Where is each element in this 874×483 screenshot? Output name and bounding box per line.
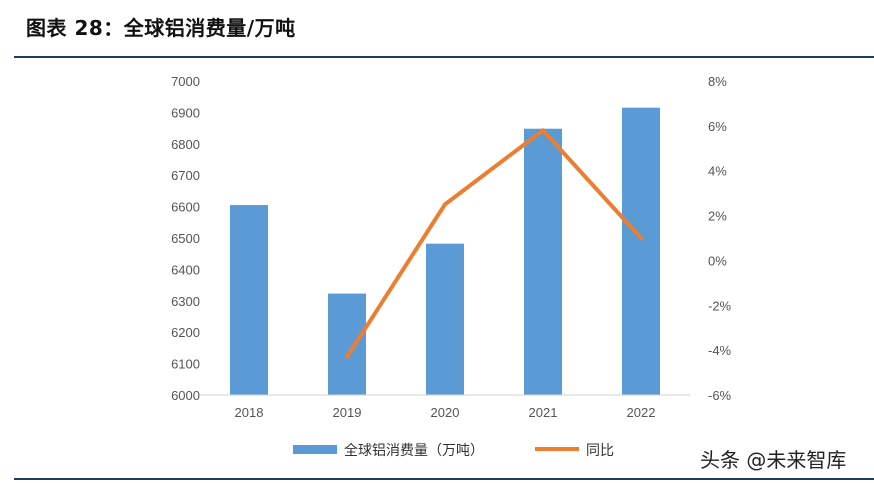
chart-title: 图表 28：全球铝消费量/万吨 — [26, 16, 296, 40]
right-tick-label: -2% — [708, 298, 732, 313]
legend-label-bar: 全球铝消费量（万吨） — [344, 442, 484, 459]
right-tick-label: 8% — [708, 74, 727, 89]
right-axis-ticks: 8% 6% 4% 2% 0% -2% -4% -6% — [708, 74, 732, 403]
left-tick-label: 6700 — [171, 168, 200, 183]
legend-label-line: 同比 — [586, 443, 614, 459]
legend: 全球铝消费量（万吨） 同比 — [293, 442, 614, 459]
bar-2020 — [426, 243, 464, 395]
bar-2021 — [524, 128, 562, 395]
left-tick-label: 7000 — [171, 74, 200, 89]
left-tick-label: 6300 — [171, 294, 200, 309]
right-tick-label: 0% — [708, 253, 727, 268]
bottom-divider — [14, 478, 874, 480]
left-tick-label: 6600 — [171, 200, 200, 215]
x-axis-ticks: 2018 2019 2020 2021 2022 — [235, 405, 656, 420]
x-tick-label: 2022 — [627, 405, 656, 420]
left-tick-label: 6400 — [171, 262, 200, 277]
yoy-line — [345, 128, 643, 359]
right-tick-label: -6% — [708, 388, 732, 403]
right-tick-label: -4% — [708, 343, 732, 358]
left-tick-label: 6900 — [171, 105, 200, 120]
bar-2019 — [328, 293, 366, 395]
left-tick-label: 6200 — [171, 325, 200, 340]
x-tick-label: 2020 — [431, 405, 460, 420]
watermark: 头条 @未来智库 — [700, 448, 846, 472]
top-divider — [14, 56, 874, 58]
line-series — [345, 128, 643, 359]
left-axis-ticks: 7000 6900 6800 6700 6600 6500 6400 6300 6200 6100… — [171, 74, 200, 403]
x-tick-label: 2018 — [235, 405, 264, 420]
bar-2022 — [622, 107, 660, 395]
legend-swatch-bar — [293, 445, 337, 454]
x-tick-label: 2019 — [333, 405, 362, 420]
bar-2018 — [230, 205, 268, 395]
right-tick-label: 2% — [708, 209, 727, 224]
left-tick-label: 6800 — [171, 137, 200, 152]
left-tick-label: 6000 — [171, 388, 200, 403]
legend-swatch-line — [535, 447, 579, 451]
right-tick-label: 4% — [708, 164, 727, 179]
x-tick-label: 2021 — [529, 405, 558, 420]
right-tick-label: 6% — [708, 119, 727, 134]
left-tick-label: 6100 — [171, 357, 200, 372]
bar-series — [230, 107, 660, 395]
left-tick-label: 6500 — [171, 231, 200, 246]
